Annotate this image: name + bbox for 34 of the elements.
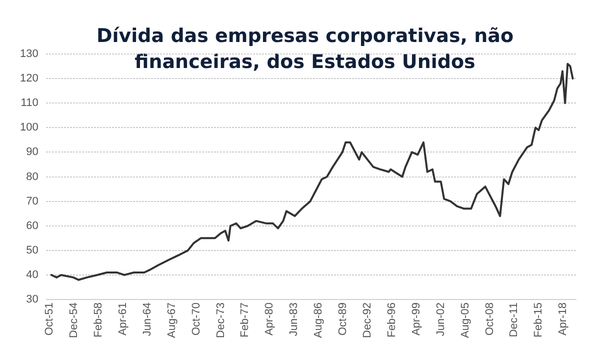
y-tick-label: 120 bbox=[20, 72, 38, 85]
x-tick-label: Dec-54 bbox=[68, 302, 80, 338]
x-tick-label: Aug-86 bbox=[312, 302, 325, 338]
x-tick-label: Apr-80 bbox=[264, 302, 276, 336]
x-tick-label: Aug-05 bbox=[459, 302, 472, 338]
x-tick-label: Dec-11 bbox=[508, 302, 520, 338]
y-tick-label: 130 bbox=[20, 48, 38, 60]
x-tick-label: Apr-99 bbox=[410, 302, 422, 336]
y-tick-label: 60 bbox=[26, 220, 38, 232]
y-tick-label: 40 bbox=[26, 269, 38, 282]
x-tick-label: Dec-92 bbox=[362, 302, 374, 338]
x-tick-label: Oct-70 bbox=[190, 302, 202, 336]
x-tick-label: Dec-73 bbox=[214, 302, 227, 338]
x-tick-label: Oct-89 bbox=[337, 302, 350, 336]
x-tick-label: Oct-51 bbox=[44, 302, 56, 336]
x-tick-label: Oct-08 bbox=[484, 302, 496, 336]
y-tick-label: 70 bbox=[26, 195, 38, 208]
y-tick-label: 100 bbox=[20, 122, 38, 134]
x-tick-label: Jun-83 bbox=[288, 302, 300, 336]
chart-title: Dívida das empresas corporativas, não financeiras, dos Estados Unidos bbox=[95, 24, 515, 75]
x-tick-label: Jun-64 bbox=[141, 302, 154, 336]
x-tick-label: Apr-18 bbox=[557, 302, 570, 336]
x-tick-label: Feb-96 bbox=[386, 302, 398, 338]
y-tick-label: 50 bbox=[26, 244, 38, 256]
y-tick-label: 80 bbox=[26, 170, 38, 183]
y-tick-label: 30 bbox=[26, 294, 38, 306]
x-tick-label: Apr-61 bbox=[116, 302, 129, 336]
x-tick-label: Feb-15 bbox=[532, 302, 545, 338]
x-tick-label: Jun-02 bbox=[434, 302, 447, 336]
x-tick-label: Aug-67 bbox=[166, 302, 178, 338]
x-tick-label: Feb-77 bbox=[239, 302, 252, 338]
y-tick-label: 110 bbox=[20, 97, 38, 110]
y-tick-label: 90 bbox=[26, 146, 38, 158]
x-tick-label: Feb-58 bbox=[92, 302, 105, 338]
